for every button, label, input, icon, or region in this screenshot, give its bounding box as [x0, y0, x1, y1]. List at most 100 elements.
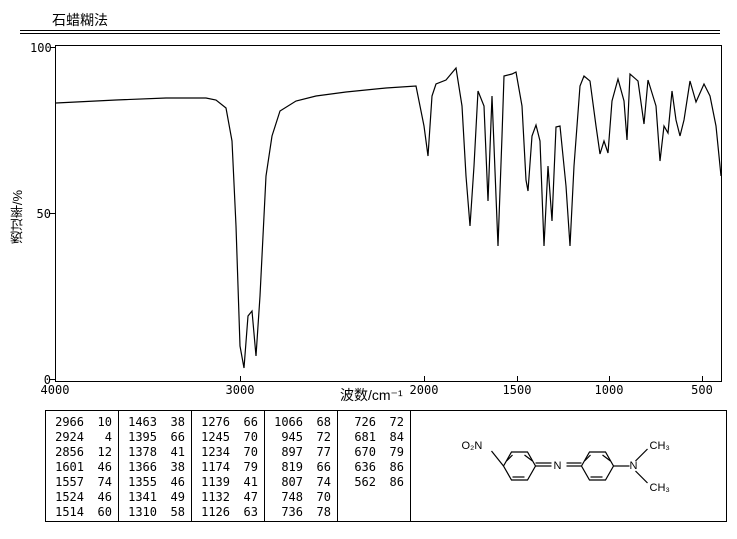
ytick-100: 100	[30, 41, 48, 55]
peak-row: 67079	[344, 445, 404, 460]
peak-transmittance: 72	[311, 430, 331, 445]
peak-row: 748 70	[271, 490, 331, 505]
peak-row: 1234 70	[198, 445, 258, 460]
peak-transmittance: 78	[311, 505, 331, 520]
peak-wavenumber: 1395	[125, 430, 157, 445]
peak-transmittance: 63	[238, 505, 258, 520]
peak-transmittance: 38	[165, 460, 185, 475]
peak-wavenumber: 1174	[198, 460, 230, 475]
title-rule	[20, 30, 720, 31]
ir-spectrum-chart	[55, 45, 722, 382]
peak-row: 897 77	[271, 445, 331, 460]
peak-transmittance: 41	[165, 445, 185, 460]
peak-row: 1174 79	[198, 460, 258, 475]
peak-wavenumber: 2856	[52, 445, 84, 460]
page-title: 石蜡糊法	[52, 10, 108, 30]
xtick-2000: 2000	[404, 383, 444, 397]
peak-col-0: 2966102924428561216014615577415244615146…	[46, 411, 119, 521]
peak-row: 819 66	[271, 460, 331, 475]
xtick-mark	[240, 376, 241, 381]
peak-transmittance: 70	[238, 445, 258, 460]
label-ch3b: CH₃	[650, 482, 670, 494]
peak-transmittance: 66	[311, 460, 331, 475]
peak-transmittance: 70	[311, 490, 331, 505]
xtick-1000: 1000	[589, 383, 629, 397]
peak-wavenumber: 1463	[125, 415, 157, 430]
peak-wavenumber: 1066	[271, 415, 303, 430]
peak-transmittance: 60	[92, 505, 112, 520]
peak-transmittance: 12	[92, 445, 112, 460]
peak-wavenumber: 1378	[125, 445, 157, 460]
page-root: 石蜡糊法 透过率/% 0 50 100 4000 3000 2000 1500 …	[0, 0, 737, 539]
peak-transmittance: 68	[311, 415, 331, 430]
peak-transmittance: 70	[238, 430, 258, 445]
peak-wavenumber: 1139	[198, 475, 230, 490]
peak-transmittance: 77	[311, 445, 331, 460]
peak-row: 296610	[52, 415, 112, 430]
label-n2: N	[630, 460, 638, 472]
xtick-mark	[609, 376, 610, 381]
peak-wavenumber: 897	[271, 445, 303, 460]
peak-wavenumber: 945	[271, 430, 303, 445]
peak-row: 146338	[125, 415, 185, 430]
title-rule2	[20, 33, 720, 34]
peak-row: 1341 49	[125, 490, 185, 505]
label-ch3a: CH₃	[650, 440, 670, 452]
peak-wavenumber: 2924	[52, 430, 84, 445]
peak-row: 1514 60	[52, 505, 112, 520]
peak-wavenumber: 1355	[125, 475, 157, 490]
peak-wavenumber: 807	[271, 475, 303, 490]
peak-col-4: 7267268184670796368656286	[338, 411, 411, 521]
xtick-4000: 4000	[35, 383, 75, 397]
peak-row: 136638	[125, 460, 185, 475]
peak-row: 1310 58	[125, 505, 185, 520]
peak-wavenumber: 1276	[198, 415, 230, 430]
peak-wavenumber: 1557	[52, 475, 84, 490]
xtick-3000: 3000	[220, 383, 260, 397]
peak-row: 124570	[198, 430, 258, 445]
peak-transmittance: 66	[238, 415, 258, 430]
peak-transmittance: 58	[165, 505, 185, 520]
peak-wavenumber: 1310	[125, 505, 157, 520]
peak-row: 135546	[125, 475, 185, 490]
peak-row: 113941	[198, 475, 258, 490]
peak-row: 2924 4	[52, 430, 112, 445]
peak-transmittance: 74	[311, 475, 331, 490]
peak-transmittance: 74	[92, 475, 112, 490]
peak-transmittance: 79	[238, 460, 258, 475]
peak-row: 73678	[271, 505, 331, 520]
label-n: N	[554, 460, 562, 472]
peak-transmittance: 46	[92, 490, 112, 505]
peak-transmittance: 4	[92, 430, 112, 445]
peak-wavenumber: 1234	[198, 445, 230, 460]
xtick-mark	[702, 376, 703, 381]
peak-wavenumber: 748	[271, 490, 303, 505]
molecule-diagram: O₂N N N CH₃ CH₃	[411, 411, 726, 521]
peak-row: 1557 74	[52, 475, 112, 490]
peak-col-3: 1066 68 945 72 897 77 819 66 807 74 748 7073678	[265, 411, 338, 521]
peak-row: 1126 63	[198, 505, 258, 520]
peak-row: 1276 66	[198, 415, 258, 430]
peak-wavenumber: 1341	[125, 490, 157, 505]
peak-row: 2856 12	[52, 445, 112, 460]
peak-wavenumber: 819	[271, 460, 303, 475]
peak-wavenumber: 1126	[198, 505, 230, 520]
xtick-500: 500	[682, 383, 722, 397]
peak-transmittance: 66	[165, 430, 185, 445]
peak-wavenumber: 670	[344, 445, 376, 460]
spectrum-line	[56, 46, 721, 381]
xtick-mark	[517, 376, 518, 381]
peak-row: 63686	[344, 460, 404, 475]
peak-transmittance: 49	[165, 490, 185, 505]
y-axis-label: 透过率/%	[8, 190, 27, 244]
xtick-mark	[424, 376, 425, 381]
peak-transmittance: 10	[92, 415, 112, 430]
peak-transmittance: 72	[384, 415, 404, 430]
peak-row: 807 74	[271, 475, 331, 490]
peak-row: 56286	[344, 475, 404, 490]
peak-row: 160146	[52, 460, 112, 475]
peak-wavenumber: 1514	[52, 505, 84, 520]
peak-transmittance: 84	[384, 430, 404, 445]
peak-wavenumber: 1132	[198, 490, 230, 505]
peak-table: 2966102924428561216014615577415244615146…	[45, 410, 727, 522]
